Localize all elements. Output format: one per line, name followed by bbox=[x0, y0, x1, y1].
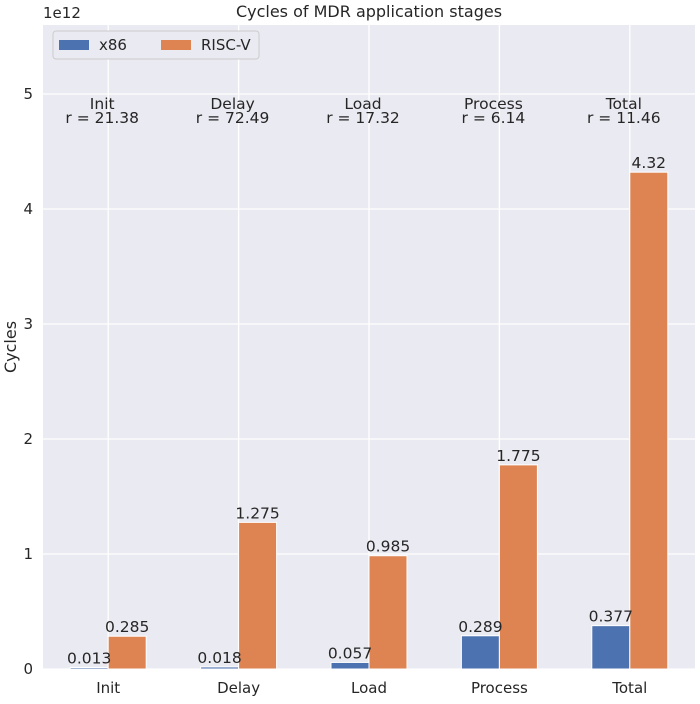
x-tick-label: Total bbox=[611, 679, 647, 697]
bar-risc-v bbox=[629, 171, 669, 670]
stage-annotation-ratio: r = 6.14 bbox=[462, 109, 526, 127]
bar-x86 bbox=[330, 661, 370, 670]
x-tick-label: Process bbox=[471, 679, 528, 697]
stage-annotation-name: Delay bbox=[210, 95, 254, 113]
x-tick-label: Delay bbox=[217, 679, 260, 697]
chart-title: Cycles of MDR application stages bbox=[236, 2, 502, 21]
bar-value-label: 4.32 bbox=[632, 154, 667, 172]
bar-risc-v bbox=[238, 521, 278, 670]
bar-x86 bbox=[69, 667, 109, 670]
bar-value-label: 0.013 bbox=[67, 650, 111, 668]
bar-value-label: 0.285 bbox=[105, 618, 149, 636]
bar-value-label: 0.377 bbox=[589, 608, 633, 626]
bar-risc-v bbox=[498, 464, 538, 670]
legend-label: RISC-V bbox=[201, 36, 251, 54]
y-tick-label: 1 bbox=[23, 545, 33, 563]
stage-annotation-ratio: r = 11.46 bbox=[587, 109, 661, 127]
stage-annotation-name: Load bbox=[344, 95, 381, 113]
stage-annotation-name: Init bbox=[90, 95, 115, 113]
bar-value-label: 0.289 bbox=[458, 618, 502, 636]
legend-swatch bbox=[59, 40, 89, 50]
bar-value-label: 0.018 bbox=[197, 649, 241, 667]
legend-swatch bbox=[161, 40, 191, 50]
stage-annotation-ratio: r = 21.38 bbox=[65, 109, 139, 127]
legend-box bbox=[52, 30, 260, 60]
stage-annotation-ratio: r = 17.32 bbox=[326, 109, 400, 127]
stage-annotation-name: Total bbox=[605, 95, 642, 113]
bar-value-label: 1.275 bbox=[235, 504, 279, 522]
bar-risc-v bbox=[368, 555, 408, 670]
bar-x86 bbox=[460, 635, 500, 670]
y-tick-label: 3 bbox=[23, 315, 33, 333]
bar-value-label: 1.775 bbox=[496, 447, 540, 465]
y-tick-label: 4 bbox=[23, 200, 33, 218]
stage-annotation-name: Process bbox=[464, 95, 523, 113]
x-tick-label: Load bbox=[351, 679, 387, 697]
y-axis-multiplier: 1e12 bbox=[43, 4, 81, 22]
bar-x86 bbox=[591, 625, 631, 670]
legend: x86 RISC-V bbox=[52, 30, 260, 60]
bar-value-label: 0.985 bbox=[366, 538, 410, 556]
bar-risc-v bbox=[107, 635, 147, 670]
y-tick-label: 5 bbox=[23, 85, 33, 103]
stage-annotation-ratio: r = 72.49 bbox=[196, 109, 270, 127]
y-tick-label: 2 bbox=[23, 430, 33, 448]
legend-label: x86 bbox=[99, 36, 127, 54]
axis-ticks: 0 1 2 3 4 5 Init Delay Load Process Total bbox=[23, 85, 647, 697]
x-tick-label: Init bbox=[96, 679, 120, 697]
y-tick-label: 0 bbox=[23, 660, 33, 678]
bars bbox=[69, 171, 669, 670]
bar-value-label: 0.057 bbox=[328, 644, 372, 662]
bar-x86 bbox=[200, 666, 240, 670]
y-axis-label: Cycles bbox=[1, 321, 20, 373]
bar-value-labels: 0.013 0.018 0.057 0.289 0.377 0.285 1.275 0.985… bbox=[67, 154, 666, 667]
